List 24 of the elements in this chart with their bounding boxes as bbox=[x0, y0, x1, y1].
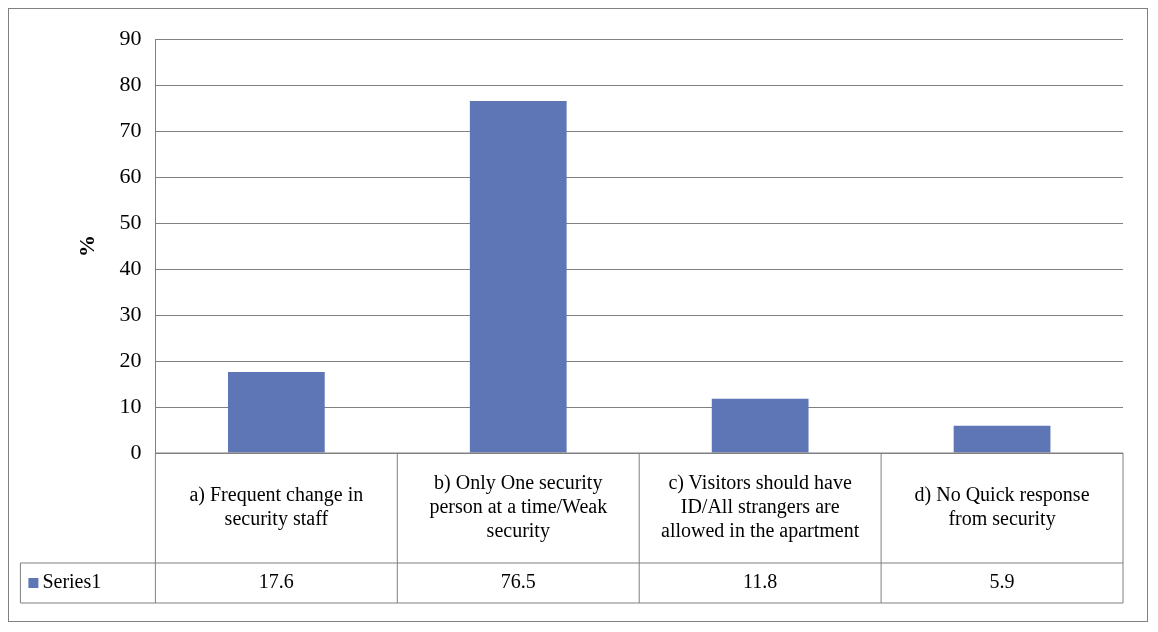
bar bbox=[469, 101, 567, 453]
y-tick-label: 50 bbox=[119, 208, 142, 234]
y-tick-label: 80 bbox=[119, 70, 142, 96]
y-tick-label: 60 bbox=[119, 162, 142, 188]
bar bbox=[227, 372, 325, 453]
y-tick-label: 0 bbox=[130, 438, 142, 464]
bar bbox=[711, 398, 809, 453]
x-tick-label: b) Only One security person at a time/Weak security bbox=[429, 471, 608, 543]
x-tick-label: d) No Quick response from security bbox=[914, 483, 1090, 531]
x-tick-label: a) Frequent change in security staff bbox=[189, 483, 364, 531]
y-tick-label: 10 bbox=[119, 392, 142, 418]
legend-label: Series1 bbox=[42, 570, 102, 593]
data-label: 5.9 bbox=[989, 570, 1015, 593]
y-axis-title: % bbox=[73, 235, 99, 257]
y-tick-label: 90 bbox=[119, 24, 142, 50]
data-label: 17.6 bbox=[258, 570, 294, 593]
x-tick-label: c) Visitors should have ID/All strangers are allowed in the apartment bbox=[661, 471, 860, 543]
y-tick-label: 30 bbox=[119, 300, 142, 326]
y-tick-label: 20 bbox=[119, 346, 142, 372]
data-label: 76.5 bbox=[500, 570, 536, 593]
y-tick-label: 70 bbox=[119, 116, 142, 142]
y-tick-label: 40 bbox=[119, 254, 142, 280]
data-label: 11.8 bbox=[743, 570, 778, 593]
bar bbox=[953, 425, 1051, 453]
